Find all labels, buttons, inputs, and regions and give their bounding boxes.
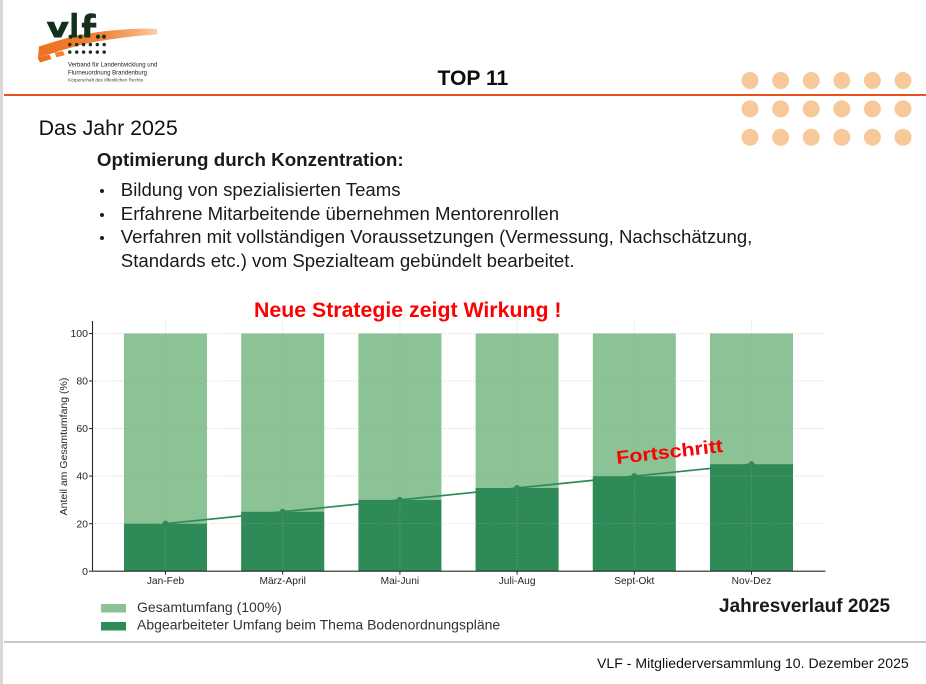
svg-text:Sept-Okt: Sept-Okt [614, 576, 654, 587]
svg-text:0: 0 [82, 566, 88, 578]
svg-text:40: 40 [76, 471, 88, 483]
svg-text:Abgearbeiteter Umfang beim The: Abgearbeiteter Umfang beim Thema Bodenor… [137, 617, 500, 633]
svg-text:20: 20 [76, 518, 88, 530]
svg-text:Juli-Aug: Juli-Aug [499, 576, 536, 587]
svg-text:Nov-Dez: Nov-Dez [732, 576, 772, 587]
svg-text:Körperschaft des öffentlichen: Körperschaft des öffentlichen Rechts [68, 78, 144, 83]
svg-text:Gesamtumfang (100%): Gesamtumfang (100%) [137, 599, 282, 615]
svg-text:Jan-Feb: Jan-Feb [147, 576, 185, 587]
svg-text:Verband für Landentwicklung un: Verband für Landentwicklung und [68, 63, 157, 69]
svg-text:80: 80 [76, 376, 88, 388]
svg-text:Anteil am Gesamtumfang (%): Anteil am Gesamtumfang (%) [58, 378, 70, 516]
svg-text:100: 100 [70, 328, 88, 340]
svg-text:60: 60 [76, 423, 88, 435]
svg-text:März-April: März-April [259, 576, 305, 587]
svg-text:Mai-Juni: Mai-Juni [381, 576, 420, 587]
svg-text:Flurneuordnung Brandenburg: Flurneuordnung Brandenburg [68, 71, 147, 77]
